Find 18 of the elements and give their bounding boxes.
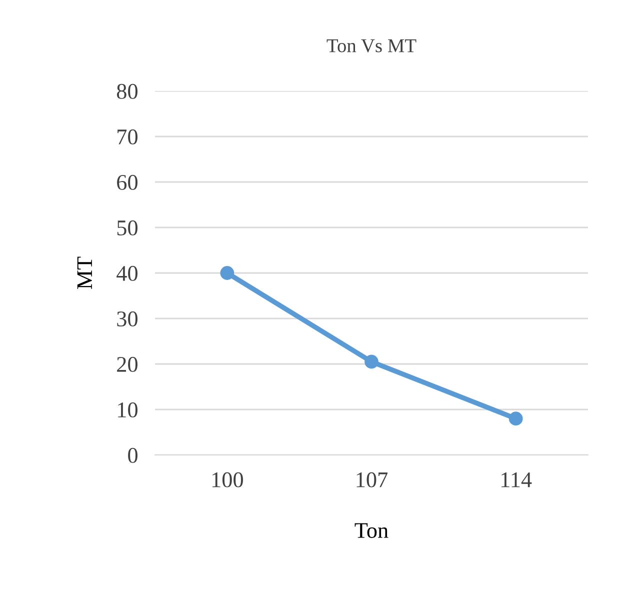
y-tick-label: 0 bbox=[128, 448, 138, 463]
point bbox=[508, 412, 523, 426]
y-tick-label: 60 bbox=[117, 174, 138, 190]
point bbox=[220, 266, 234, 280]
y-axis-title: MT bbox=[77, 256, 92, 290]
x-tick-label: 114 bbox=[502, 472, 532, 488]
y-tick-label: 80 bbox=[116, 84, 138, 99]
y-tick-label: 40 bbox=[116, 266, 138, 281]
y-tick-label: 30 bbox=[117, 311, 138, 326]
chart-title: Ton Vs MT bbox=[326, 39, 416, 52]
x-tick-label: 100 bbox=[212, 472, 243, 488]
y-tick-label: 20 bbox=[117, 356, 138, 372]
x-tick-label: 107 bbox=[356, 472, 388, 488]
x-axis-title: Ton bbox=[354, 523, 388, 538]
y-tick-label: 10 bbox=[118, 402, 138, 418]
point bbox=[364, 354, 378, 369]
y-tick-label: 50 bbox=[117, 220, 138, 236]
y-tick-label: 70 bbox=[118, 129, 138, 144]
